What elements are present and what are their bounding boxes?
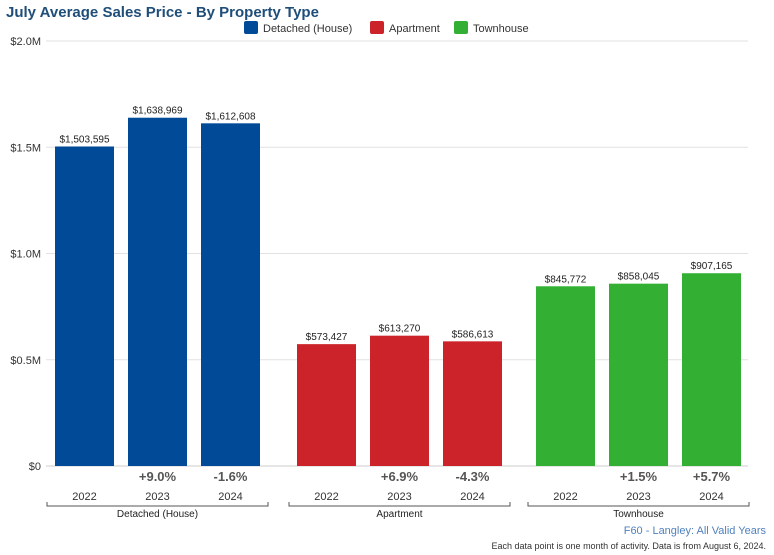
data-label: $613,270 bbox=[379, 324, 421, 335]
x-tick-label: 2024 bbox=[699, 491, 723, 503]
legend-swatch-townhouse bbox=[454, 21, 468, 34]
x-tick-label: 2024 bbox=[218, 491, 242, 503]
change-label: -4.3% bbox=[456, 469, 490, 484]
change-label: +6.9% bbox=[381, 469, 419, 484]
legend: Detached (House) Apartment Townhouse bbox=[244, 21, 529, 35]
bar-apartment-2022 bbox=[297, 344, 356, 466]
bar-townhouse-2023 bbox=[609, 283, 668, 466]
legend-label-apartment: Apartment bbox=[389, 23, 440, 35]
footnote: Each data point is one month of activity… bbox=[492, 541, 767, 551]
x-axis: 2022 +9.0% 2023 -1.6% 2024 Detached (House) 20… bbox=[46, 469, 750, 520]
x-tick-label: 2022 bbox=[72, 491, 96, 503]
x-tick-label: 2023 bbox=[626, 491, 650, 503]
change-label: +1.5% bbox=[620, 469, 658, 484]
bar-detached-house-2022 bbox=[55, 146, 114, 466]
chart-title: July Average Sales Price - By Property T… bbox=[6, 4, 319, 21]
y-tick-label: $0.5M bbox=[10, 355, 41, 367]
y-tick-label: $0 bbox=[29, 461, 41, 473]
legend-label-townhouse: Townhouse bbox=[473, 23, 529, 35]
change-label: +9.0% bbox=[139, 469, 177, 484]
group-bracket bbox=[288, 502, 511, 507]
change-label: -1.6% bbox=[214, 469, 248, 484]
group-label-detached-house: Detached (House) bbox=[117, 509, 198, 520]
data-label: $858,045 bbox=[618, 272, 660, 283]
bar-apartment-2023 bbox=[370, 335, 429, 466]
bar-detached-house-2024 bbox=[201, 123, 260, 466]
x-tick-label: 2024 bbox=[460, 491, 484, 503]
y-tick-label: $1.5M bbox=[10, 142, 41, 154]
x-tick-label: 2022 bbox=[553, 491, 577, 503]
x-tick-label: 2022 bbox=[314, 491, 338, 503]
data-label: $573,427 bbox=[306, 332, 348, 343]
group-bracket bbox=[527, 502, 750, 507]
group-label-apartment: Apartment bbox=[376, 509, 422, 520]
bar-townhouse-2024 bbox=[682, 273, 741, 466]
data-label: $907,165 bbox=[691, 261, 733, 272]
data-label: $586,613 bbox=[452, 329, 494, 340]
legend-label-detached-house: Detached (House) bbox=[263, 23, 352, 35]
x-tick-label: 2023 bbox=[387, 491, 411, 503]
source-caption: F60 - Langley: All Valid Years bbox=[624, 525, 767, 537]
legend-swatch-detached-house bbox=[244, 21, 258, 34]
y-tick-label: $1.0M bbox=[10, 249, 41, 261]
group-label-townhouse: Townhouse bbox=[613, 509, 664, 520]
data-label: $1,638,969 bbox=[132, 106, 182, 117]
bar-apartment-2024 bbox=[443, 341, 502, 466]
group-bracket bbox=[46, 502, 269, 507]
data-label: $1,612,608 bbox=[205, 111, 255, 122]
bar-detached-house-2023 bbox=[128, 117, 187, 466]
bar-townhouse-2022 bbox=[536, 286, 595, 466]
bars: $1,503,595 $1,638,969 $1,612,608 $573,427 $6… bbox=[55, 106, 741, 466]
data-label: $845,772 bbox=[545, 274, 587, 285]
x-tick-label: 2023 bbox=[145, 491, 169, 503]
change-label: +5.7% bbox=[693, 469, 731, 484]
legend-swatch-apartment bbox=[370, 21, 384, 34]
data-label: $1,503,595 bbox=[59, 134, 109, 145]
y-tick-label: $2.0M bbox=[10, 36, 41, 48]
y-axis: $0 $0.5M $1.0M $1.5M $2.0M bbox=[10, 36, 41, 473]
